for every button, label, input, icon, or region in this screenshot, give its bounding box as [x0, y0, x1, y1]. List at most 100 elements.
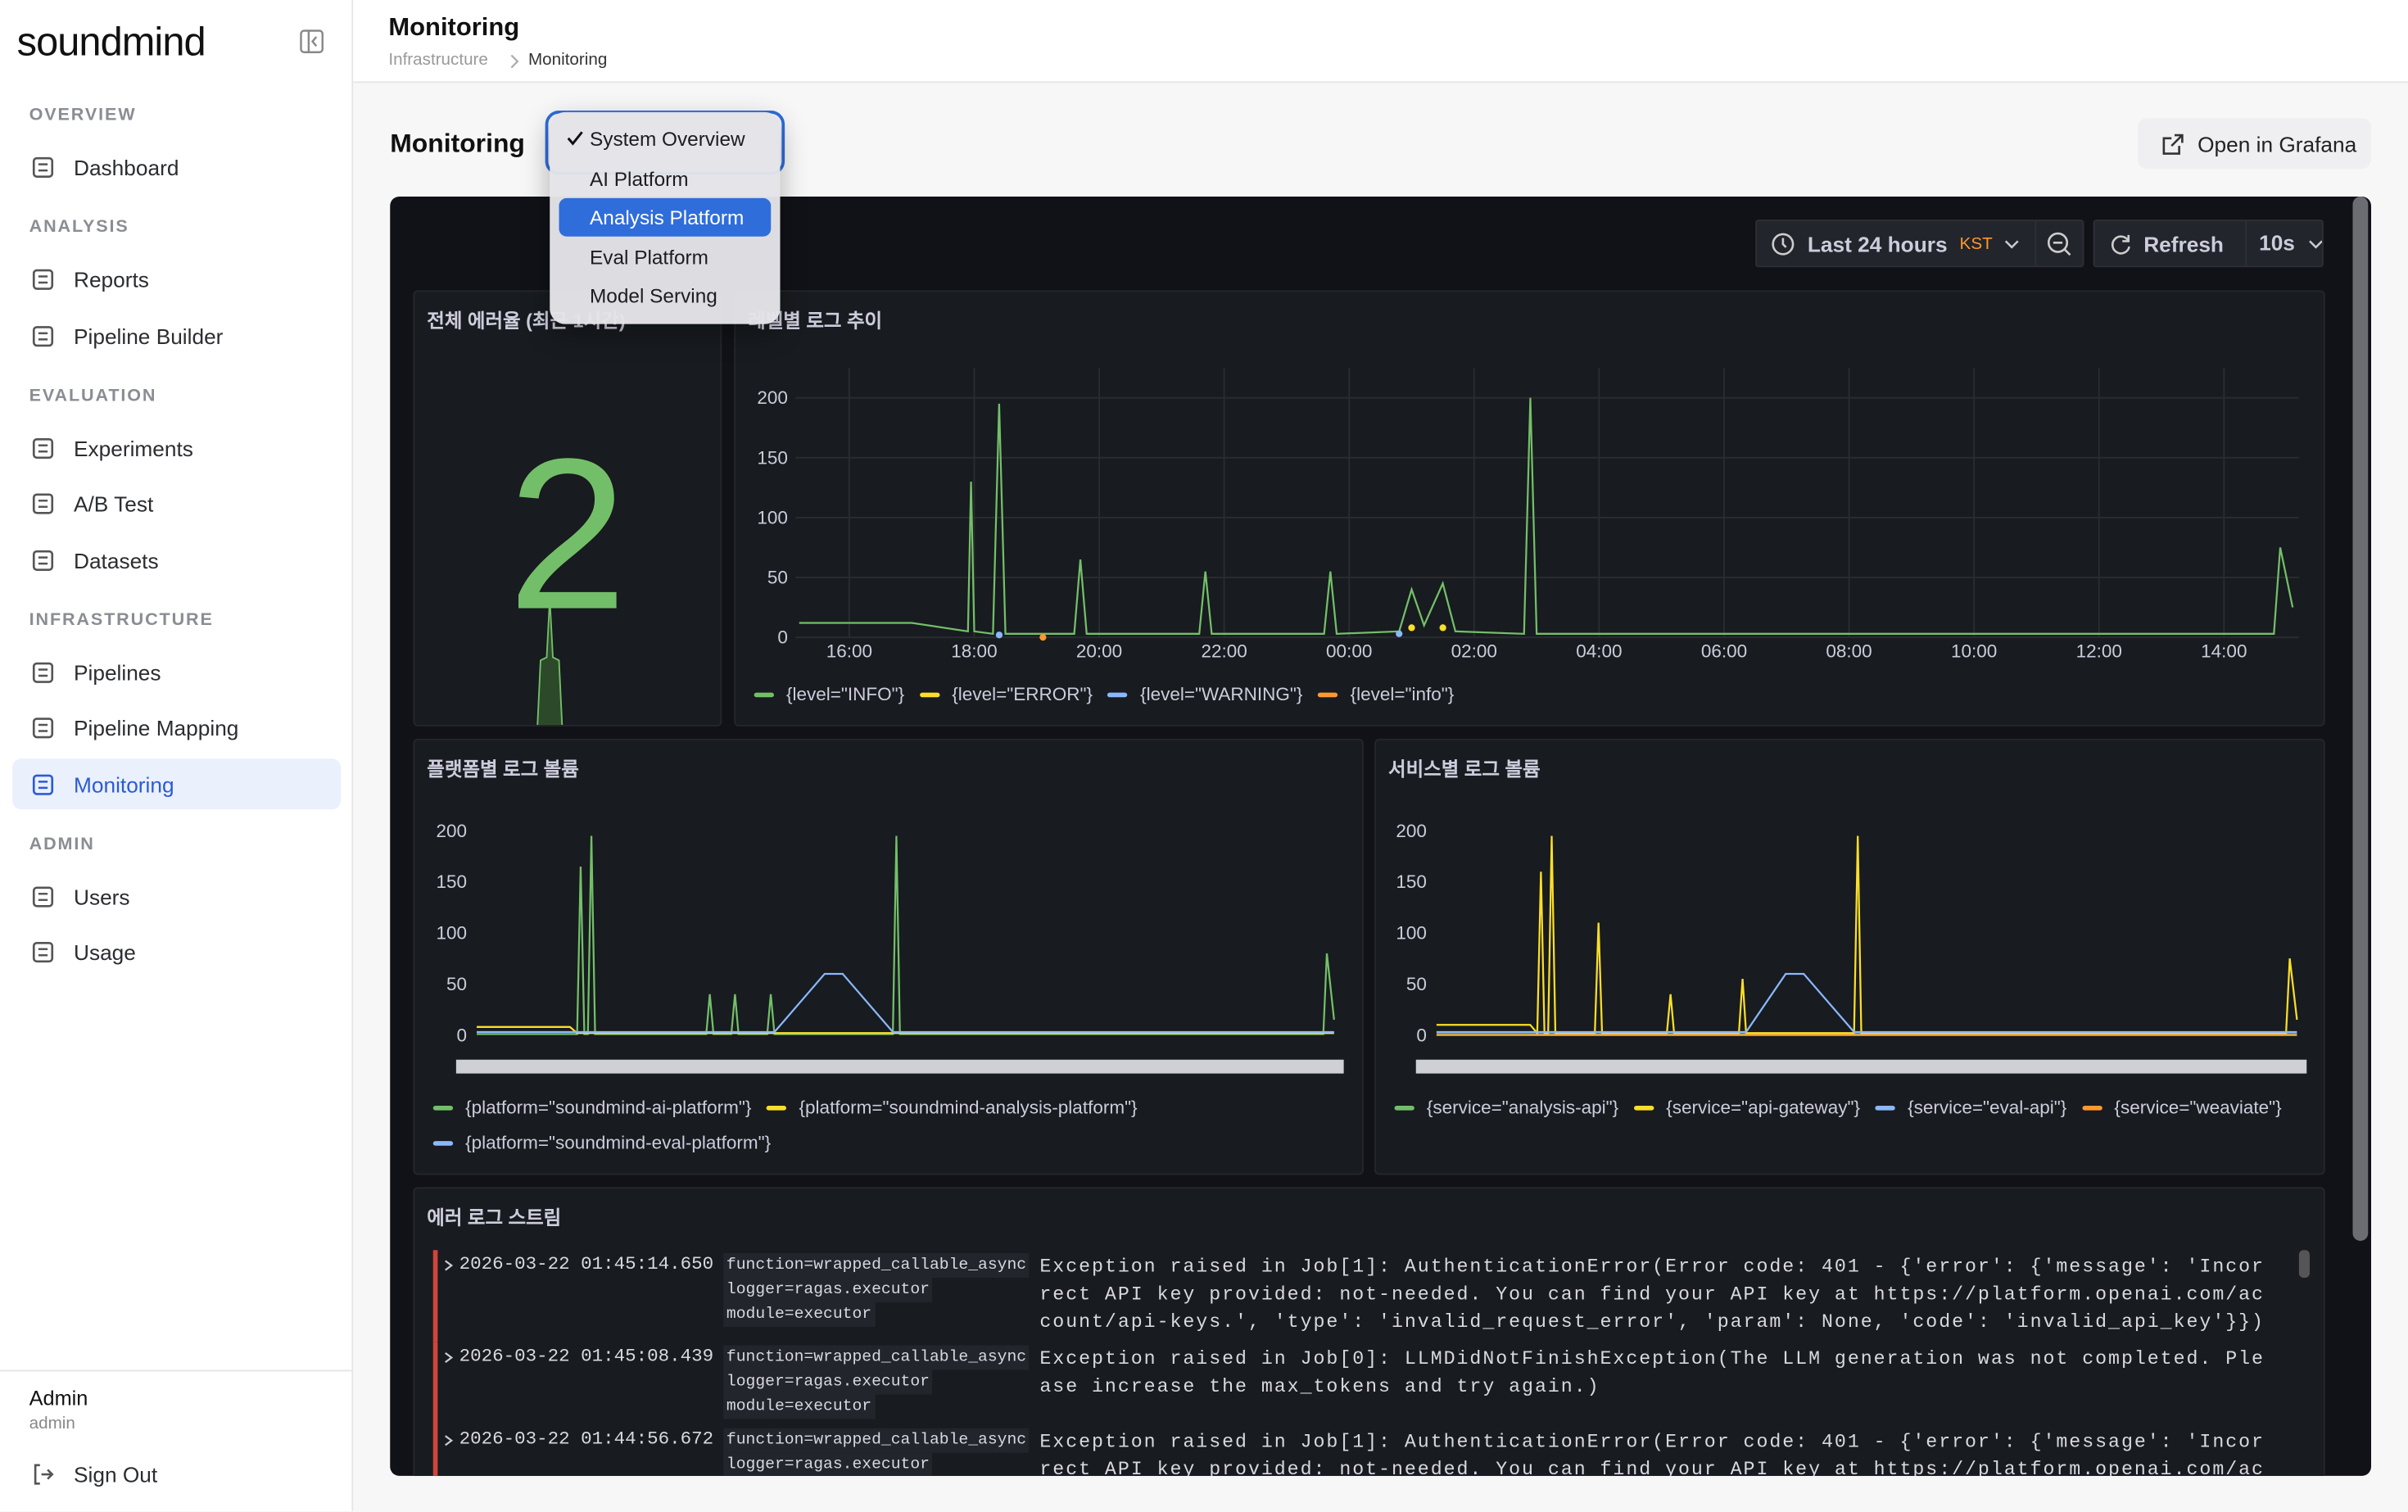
- chart-panel: 플랫폼별 로그 볼륨 0 50 100 150 200 {platform="soundmi…: [413, 738, 1364, 1175]
- y-tick-label: 0: [777, 627, 788, 648]
- legend-item[interactable]: {service="analysis-api"}: [1394, 1097, 1618, 1118]
- nav-item[interactable]: Monitoring: [12, 758, 342, 810]
- divider: [0, 1369, 352, 1372]
- user-role: admin: [29, 1414, 75, 1433]
- open-grafana-label: Open in Grafana: [2198, 131, 2357, 156]
- dropdown-menu: System Overview AI Platform Analysis Platf…: [550, 111, 781, 324]
- breadcrumb-link[interactable]: Infrastructure: [388, 50, 488, 70]
- dropdown-option[interactable]: Eval Platform: [559, 238, 772, 276]
- legend-swatch: [2082, 1105, 2102, 1110]
- log-row[interactable]: 2026-03-22 01:44:56.672 function=wrapped_…: [432, 1425, 2299, 1476]
- x-tick-label: 06:00: [1701, 641, 1747, 662]
- nav-item[interactable]: Pipeline Mapping: [12, 703, 341, 754]
- legend-item[interactable]: {level="ERROR"}: [919, 683, 1093, 705]
- nav-item[interactable]: Experiments: [12, 423, 341, 473]
- dropdown-option-label: Analysis Platform: [590, 206, 745, 229]
- nav-item-label: Pipelines: [74, 659, 161, 685]
- legend-item[interactable]: {service="eval-api"}: [1875, 1096, 2067, 1118]
- legend-item[interactable]: {platform="soundmind-eval-platform"}: [432, 1131, 772, 1154]
- y-tick-label: 200: [436, 821, 467, 841]
- dropdown-option-label: System Overview: [590, 127, 745, 151]
- collapse-button[interactable]: [300, 29, 324, 54]
- nav-item[interactable]: Pipeline Builder: [12, 310, 341, 361]
- panel-title: 서비스별 로그 볼륨: [1388, 758, 1541, 781]
- dropdown-option[interactable]: Analysis Platform: [559, 198, 772, 238]
- legend: {level="INFO"} {level="ERROR"} {level="WAR…: [754, 683, 2306, 705]
- nav-item-label: Pipeline Builder: [74, 323, 224, 348]
- nav-item-label: Monitoring: [74, 772, 174, 797]
- nav-item[interactable]: Usage: [12, 927, 341, 978]
- nav-item[interactable]: Dashboard: [12, 142, 341, 192]
- legend-swatch: [754, 691, 774, 697]
- dropdown-option[interactable]: AI Platform: [559, 159, 772, 197]
- sign-out[interactable]: Sign Out: [12, 1448, 341, 1499]
- legend-item[interactable]: {platform="soundmind-ai-platform"}: [432, 1097, 751, 1118]
- series-line: [1436, 835, 2298, 1036]
- nav-item[interactable]: Pipelines: [12, 646, 341, 697]
- legend-label: {platform="soundmind-eval-platform"}: [465, 1131, 772, 1154]
- meta-line: logger=ragas.executor: [723, 1369, 933, 1395]
- meta-line: function=wrapped_callable_async: [723, 1253, 1030, 1278]
- legend-label: {service="eval-api"}: [1908, 1096, 2067, 1118]
- legend-swatch: [1875, 1105, 1896, 1110]
- legend-swatch: [1318, 691, 1338, 697]
- stat-panel: 전체 에러율 (최근 1시간) 2: [413, 290, 722, 727]
- legend-item[interactable]: {level="INFO"}: [754, 683, 904, 705]
- grafana-embed: Last 24 hours KST Refresh 10s 전체 에러율 (최근…: [390, 197, 2371, 1476]
- nav-item[interactable]: Datasets: [12, 535, 341, 586]
- data-point: [995, 632, 1003, 639]
- nav-item[interactable]: A/B Test: [12, 478, 341, 529]
- dropdown-option[interactable]: Model Serving: [559, 277, 772, 315]
- nav-item[interactable]: Reports: [12, 254, 341, 305]
- series-line: [799, 397, 2294, 636]
- data-point: [1408, 624, 1415, 632]
- nav-item-label: Experiments: [74, 435, 193, 460]
- data-point: [1039, 634, 1047, 641]
- legend-swatch: [1394, 1105, 1414, 1110]
- log-meta: function=wrapped_callable_async logger=ra…: [723, 1345, 1039, 1419]
- nav-section-title: ADMIN: [29, 835, 95, 853]
- meta-text: logger=ragas.executor: [726, 1455, 930, 1475]
- legend-item[interactable]: {level="info"}: [1318, 683, 1454, 705]
- data-point: [1439, 624, 1446, 632]
- chart: 0 50 100 150 200: [1396, 821, 2307, 1074]
- meta-text: module=executor: [726, 1397, 872, 1416]
- nav-icon: [32, 661, 54, 682]
- dropdown-option[interactable]: System Overview: [559, 120, 772, 158]
- meta-line: module=executor: [723, 1302, 875, 1327]
- open-grafana-button[interactable]: Open in Grafana: [2138, 118, 2371, 170]
- refresh-interval: 10s: [2245, 221, 2295, 266]
- refresh-picker[interactable]: Refresh 10s: [2093, 220, 2324, 268]
- log-row[interactable]: 2026-03-22 01:45:08.439 function=wrapped_…: [432, 1342, 2299, 1425]
- legend-item[interactable]: {service="weaviate"}: [2082, 1097, 2282, 1118]
- time-range-picker[interactable]: Last 24 hours KST: [1755, 220, 2084, 268]
- legend-label: {platform="soundmind-analysis-platform"}: [799, 1096, 1138, 1118]
- legend-swatch: [432, 1105, 454, 1110]
- user-name: Admin: [29, 1387, 88, 1410]
- legend-item[interactable]: {service="api-gateway"}: [1633, 1097, 1860, 1118]
- meta-text: logger=ragas.executor: [726, 1280, 930, 1300]
- nav-item[interactable]: Users: [12, 871, 341, 921]
- dropdown-option-label: Model Serving: [590, 284, 717, 308]
- nav-icon: [32, 493, 54, 514]
- zoom-out[interactable]: [2035, 221, 2082, 266]
- dropdown-option-label: Eval Platform: [590, 245, 708, 269]
- nav-icon: [32, 549, 54, 570]
- y-tick-label: 150: [757, 447, 788, 468]
- legend-item[interactable]: {level="WARNING"}: [1107, 683, 1302, 705]
- sidebar: soundmind OVERVIEW Dashboard ANALYSIS Repor…: [0, 0, 354, 1511]
- header: Monitoring Infrastructure Monitoring: [353, 0, 2408, 84]
- log-row[interactable]: 2026-03-22 01:45:14.650 function=wrapped_…: [432, 1250, 2299, 1342]
- meta-text: function=wrapped_callable_async: [726, 1348, 1027, 1367]
- y-tick-label: 200: [1396, 821, 1427, 841]
- legend: {service="analysis-api"} {service="api-ga…: [1394, 1096, 2306, 1118]
- y-tick-label: 150: [1396, 871, 1427, 892]
- logo[interactable]: soundmind: [16, 18, 206, 65]
- x-tick-label: 20:00: [1076, 641, 1122, 662]
- chart: 0 50 100 150 200: [436, 821, 1344, 1074]
- chart-panel: 서비스별 로그 볼륨 0 50 100 150 200 {service="analysis…: [1374, 738, 2325, 1175]
- meta-text: module=executor: [726, 1305, 872, 1324]
- nav-icon: [32, 156, 54, 178]
- nav-section-title: INFRASTRUCTURE: [29, 610, 214, 629]
- legend-item[interactable]: {platform="soundmind-analysis-platform"}: [767, 1096, 1138, 1118]
